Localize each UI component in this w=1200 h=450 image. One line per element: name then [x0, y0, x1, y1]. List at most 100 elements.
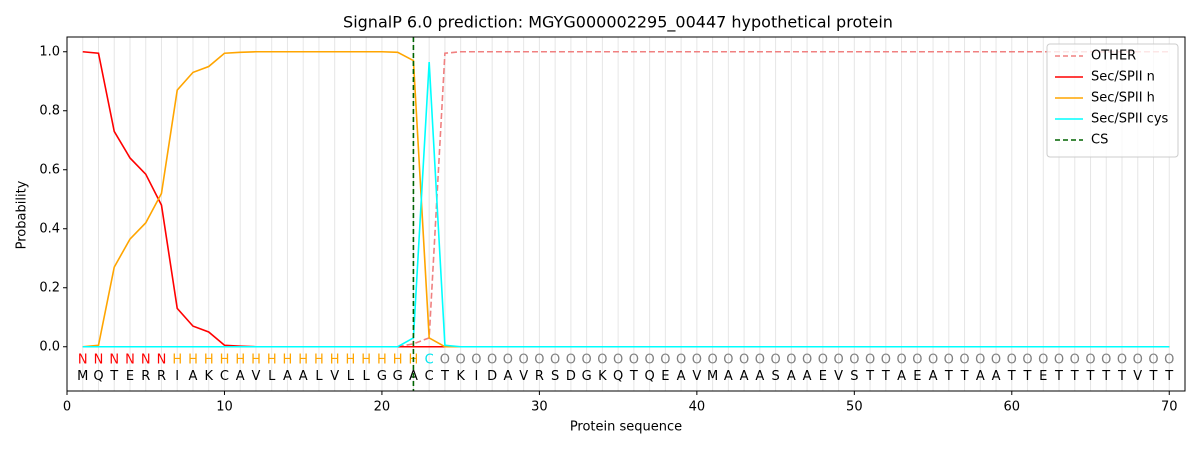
residue: L	[363, 369, 371, 384]
y-tick-label: 0.2	[39, 280, 60, 295]
residue: E	[913, 369, 921, 384]
residue-label: O	[802, 353, 812, 368]
residue-label: H	[346, 353, 356, 368]
residue-label: O	[519, 353, 529, 368]
residue-label: N	[125, 353, 135, 368]
residue: K	[598, 369, 607, 384]
residue: T	[865, 369, 874, 384]
residue-label: H	[235, 353, 245, 368]
residue-label: H	[188, 353, 198, 368]
x-tick-label: 50	[846, 400, 863, 415]
residue: Q	[645, 369, 655, 384]
residue: T	[1070, 369, 1079, 384]
residue: R	[535, 369, 544, 384]
residue-label: O	[1101, 353, 1111, 368]
residue-label: N	[157, 353, 167, 368]
residue: T	[1149, 369, 1158, 384]
residue: C	[220, 369, 229, 384]
residue: E	[661, 369, 669, 384]
series-line	[82, 50, 1170, 348]
residue-label: O	[645, 353, 655, 368]
y-tick-label: 1.0	[39, 44, 60, 59]
residue: A	[189, 369, 198, 384]
x-tick-label: 20	[374, 400, 391, 415]
residue-label: H	[220, 353, 230, 368]
x-axis-label: Protein sequence	[570, 420, 682, 435]
residue-label: O	[1038, 353, 1048, 368]
residue-label: O	[833, 353, 843, 368]
y-tick-label: 0.0	[39, 339, 60, 354]
residue-label: O	[849, 353, 859, 368]
residue-label: H	[377, 353, 387, 368]
residue-label: N	[141, 353, 151, 368]
residue: T	[1117, 369, 1126, 384]
residue: V	[330, 369, 339, 384]
residue: T	[1023, 369, 1032, 384]
x-tick-label: 0	[63, 400, 71, 415]
residue-label: H	[267, 353, 277, 368]
residue: G	[393, 369, 403, 384]
residue: C	[425, 369, 434, 384]
residue: T	[1086, 369, 1095, 384]
y-tick-label: 0.6	[39, 162, 60, 177]
residue: D	[566, 369, 576, 384]
residue-label: O	[597, 353, 607, 368]
residue-label: O	[550, 353, 560, 368]
residue: A	[929, 369, 938, 384]
residue-label: O	[440, 353, 450, 368]
residue-label: O	[1054, 353, 1064, 368]
residue-label: O	[1085, 353, 1095, 368]
residue: V	[834, 369, 843, 384]
residue-label: H	[361, 353, 371, 368]
x-tick-label: 60	[1004, 400, 1021, 415]
series-line	[82, 50, 1170, 348]
residue-label: O	[1133, 353, 1143, 368]
residue: A	[976, 369, 985, 384]
residue-label: H	[393, 353, 403, 368]
y-axis-label: Probability	[15, 180, 30, 249]
x-tick-label: 10	[216, 400, 233, 415]
y-tick-label: 0.4	[39, 221, 60, 236]
legend-label: Sec/SPII n	[1091, 70, 1155, 85]
residue: A	[803, 369, 812, 384]
residue: T	[629, 369, 638, 384]
residue: T	[440, 369, 449, 384]
residue: A	[755, 369, 764, 384]
legend-label: Sec/SPII cys	[1091, 112, 1169, 127]
x-tick-label: 40	[689, 400, 706, 415]
residue: K	[456, 369, 465, 384]
residue-label: O	[676, 353, 686, 368]
residue: T	[1054, 369, 1063, 384]
residue-label: O	[723, 353, 733, 368]
residue-label: H	[283, 353, 293, 368]
residue-label: H	[314, 353, 324, 368]
residue: M	[707, 369, 718, 384]
residue-label: O	[755, 353, 765, 368]
residue: T	[1007, 369, 1016, 384]
residue: L	[315, 369, 323, 384]
chart-title: SignalP 6.0 prediction: MGYG000002295_00…	[343, 13, 893, 33]
residue: T	[944, 369, 953, 384]
residue-label: O	[471, 353, 481, 368]
residue: K	[204, 369, 213, 384]
residue: T	[960, 369, 969, 384]
residue: S	[850, 369, 858, 384]
residue: T	[109, 369, 118, 384]
residue: T	[881, 369, 890, 384]
residue: A	[724, 369, 733, 384]
residue: A	[299, 369, 308, 384]
residue: E	[819, 369, 827, 384]
residue-label: O	[896, 353, 906, 368]
residue: L	[347, 369, 355, 384]
legend-label: Sec/SPII h	[1091, 91, 1155, 106]
residue-label: N	[94, 353, 104, 368]
residue: Q	[93, 369, 103, 384]
residue: A	[677, 369, 686, 384]
residue: G	[582, 369, 592, 384]
residue: A	[787, 369, 796, 384]
residue-label: O	[1007, 353, 1017, 368]
residue-label: O	[582, 353, 592, 368]
residue-label: O	[928, 353, 938, 368]
residue: V	[519, 369, 528, 384]
